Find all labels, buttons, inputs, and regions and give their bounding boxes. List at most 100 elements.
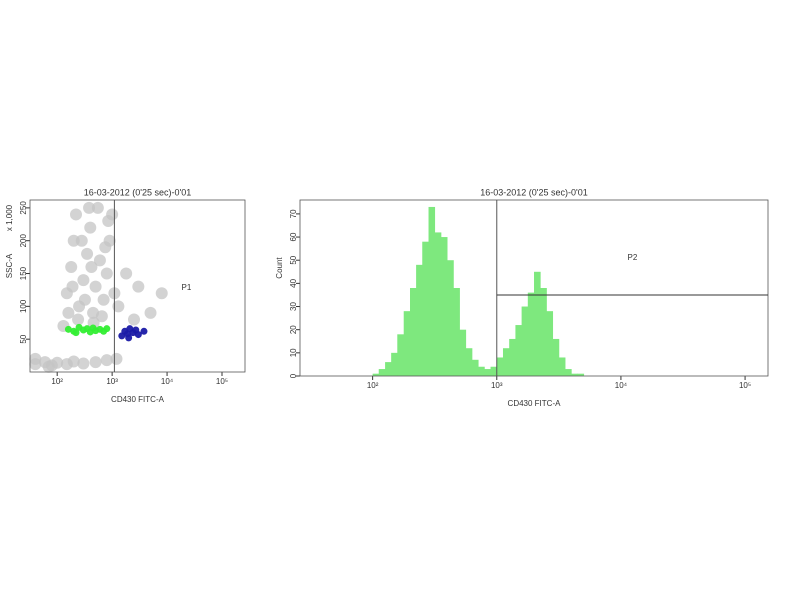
y-tick-label: 30 (289, 302, 298, 311)
data-point (85, 260, 98, 273)
histogram-bar (515, 325, 523, 376)
histogram-bar (440, 237, 448, 376)
histogram-bar (521, 306, 529, 376)
data-point (134, 331, 142, 339)
histogram-bar (428, 206, 436, 376)
data-point (125, 334, 133, 342)
histogram-bar (471, 359, 479, 376)
y-tick-label: 10 (289, 348, 298, 357)
data-point (84, 221, 97, 234)
y-tick-label: 100 (19, 299, 28, 313)
data-point (99, 241, 112, 254)
x-tick-label: 10³ (491, 381, 503, 390)
histogram-bar (534, 271, 541, 376)
histogram-bar (540, 288, 547, 376)
data-point (66, 280, 79, 293)
histogram-bar (447, 260, 454, 376)
plot-frame (29, 199, 246, 373)
data-point (29, 352, 42, 365)
x-tick-label: 10⁴ (615, 381, 628, 390)
histogram-bar (372, 373, 380, 376)
data-point (112, 300, 125, 313)
y-tick-label: 50 (289, 255, 298, 264)
histogram-bar (378, 369, 386, 376)
histogram-bar (465, 348, 473, 376)
data-point (155, 287, 168, 300)
data-point (132, 280, 145, 293)
data-point (110, 352, 123, 365)
data-point (77, 357, 90, 370)
histogram-bar (478, 366, 485, 376)
histogram-bar (410, 288, 417, 376)
data-point (89, 280, 102, 293)
histogram-bar (565, 369, 572, 376)
y-tick-label: 200 (19, 233, 28, 247)
data-point (93, 254, 106, 267)
histogram-bar (571, 373, 578, 376)
histogram-bar (385, 362, 392, 376)
histogram-bar (558, 357, 566, 376)
x-axis-label: CD430 FITC-A (508, 399, 562, 408)
histogram-bar (496, 357, 504, 376)
histogram-bar (552, 338, 560, 376)
data-point (78, 293, 91, 306)
data-point (72, 329, 80, 337)
y-tick-label: 70 (289, 209, 298, 218)
data-point (69, 208, 82, 221)
x-tick-label: 10⁵ (739, 381, 751, 390)
histogram-bar (403, 311, 411, 376)
chart-title: 16-03-2012 (0'25 sec)-0'01 (84, 187, 192, 197)
histogram-bar (509, 338, 516, 376)
histogram-bar (434, 232, 442, 376)
y-unit-label: x 1,000 (5, 204, 14, 231)
y-axis-label: SSC-A (5, 253, 14, 278)
data-point (72, 313, 85, 326)
data-point (103, 325, 111, 333)
data-point (95, 310, 108, 323)
x-tick-label: 10³ (106, 377, 118, 386)
plot-frame (299, 199, 769, 377)
x-tick-label: 10⁴ (161, 377, 174, 386)
histogram-bar (397, 334, 405, 376)
data-point (120, 267, 133, 280)
data-point (140, 327, 148, 335)
data-point (100, 354, 113, 367)
x-tick-label: 10² (51, 377, 63, 386)
histogram-bar (391, 352, 398, 376)
data-point (65, 260, 78, 273)
data-point (97, 293, 110, 306)
data-point (42, 360, 55, 373)
histogram-bar (527, 292, 535, 376)
gate-label: P1 (182, 283, 192, 292)
y-axis-label: Count (275, 257, 284, 279)
x-tick-label: 10⁵ (216, 377, 228, 386)
chart-title: 16-03-2012 (0'25 sec)-0'01 (480, 187, 588, 197)
y-tick-label: 50 (19, 334, 28, 343)
data-point (75, 234, 88, 247)
y-tick-label: 60 (289, 232, 298, 241)
histogram-bar (416, 264, 423, 376)
histogram-bar (453, 288, 460, 376)
data-point (77, 274, 90, 287)
gate-label: P2 (627, 253, 637, 262)
histogram-bar (459, 329, 467, 376)
data-point (67, 355, 80, 368)
histogram-bar (577, 373, 585, 376)
x-axis-label: CD430 FITC-A (111, 395, 165, 404)
data-point (127, 313, 140, 326)
data-point (83, 201, 96, 214)
y-tick-label: 40 (289, 278, 298, 287)
histogram-bar (502, 348, 510, 376)
histogram-bar (484, 369, 491, 376)
data-point (64, 325, 72, 333)
data-point (91, 201, 104, 214)
data-point (102, 215, 115, 228)
y-tick-label: 0 (289, 373, 298, 378)
x-tick-label: 10² (367, 381, 379, 390)
data-point (62, 306, 75, 319)
y-tick-label: 20 (289, 325, 298, 334)
histogram-bar (490, 366, 498, 376)
data-point (89, 356, 102, 369)
